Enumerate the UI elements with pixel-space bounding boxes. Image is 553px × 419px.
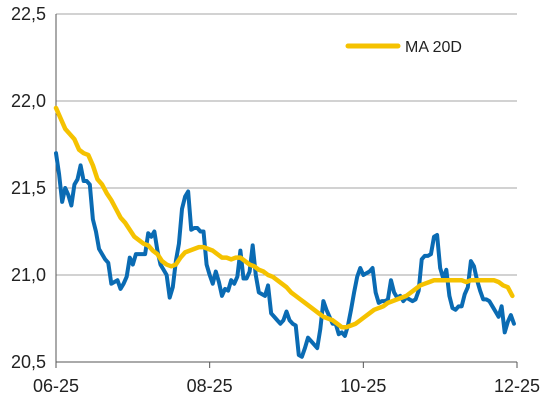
- x-tick-label: 06-25: [33, 376, 79, 396]
- y-tick-label: 20,5: [11, 352, 46, 372]
- series-line-price: [54, 151, 516, 359]
- x-axis-ticks: 06-25 08-25 10-25 12-25: [33, 362, 540, 396]
- y-axis-ticks: 20,5 21,0 21,5 22,0 22,5: [11, 4, 46, 372]
- y-tick-label: 22,0: [11, 91, 46, 111]
- legend-label-ma-20d: MA 20D: [405, 39, 462, 56]
- legend: MA 20D: [345, 39, 462, 56]
- y-tick-label: 21,5: [11, 178, 46, 198]
- y-tick-label: 22,5: [11, 4, 46, 24]
- axes: [55, 14, 517, 368]
- y-tick-label: 21,0: [11, 265, 46, 285]
- series-line-ma20: [53, 105, 515, 330]
- x-tick-label: 08-25: [187, 376, 233, 396]
- x-tick-label: 10-25: [340, 376, 386, 396]
- series-lines: [53, 105, 516, 359]
- x-tick-label: 12-25: [494, 376, 540, 396]
